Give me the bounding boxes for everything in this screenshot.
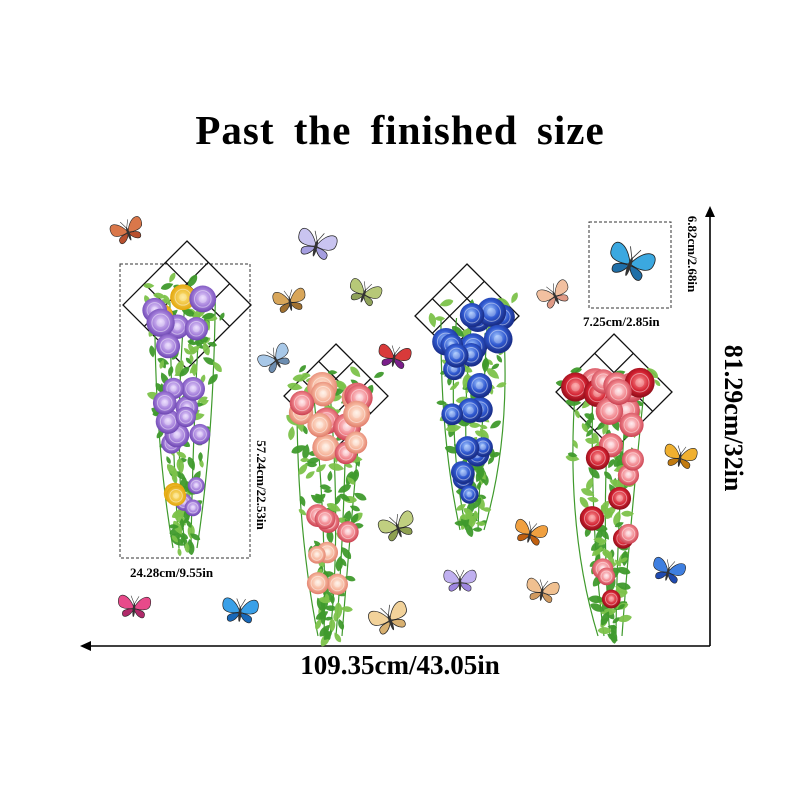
flower-icon xyxy=(326,573,348,595)
overall-height-label: 81.29cm/32in xyxy=(719,344,748,492)
flower-icon xyxy=(460,485,479,504)
flower-icon xyxy=(152,391,177,415)
flower-icon xyxy=(457,398,483,423)
flower-icon xyxy=(306,572,329,595)
dimension-arrows xyxy=(80,206,715,651)
flower-icon xyxy=(444,343,469,368)
flower-icon xyxy=(467,373,493,399)
sticker-dashed-box xyxy=(119,263,251,559)
flower-icon xyxy=(155,409,181,434)
flower-icon xyxy=(344,431,368,454)
butterfly-icon xyxy=(368,600,407,635)
butterfly-icon xyxy=(610,241,656,281)
butterfly-icon xyxy=(298,227,338,260)
flower-icon xyxy=(476,297,507,327)
sticker-height-label: 57.24cm/22.53in xyxy=(254,440,269,530)
flower-icon xyxy=(483,324,513,354)
butterfly-width-label: 7.25cm/2.85in xyxy=(583,314,660,329)
flower-icon xyxy=(618,523,639,545)
butterfly-icon xyxy=(222,597,259,624)
butterfly-icon xyxy=(109,216,142,245)
flower-icon xyxy=(146,308,175,337)
butterfly-height-label: 6.82cm/2.68in xyxy=(685,215,700,293)
butterfly-icon xyxy=(536,279,569,309)
flower-icon xyxy=(187,477,205,495)
page-title: Past the finished size xyxy=(195,107,605,153)
flower-icon xyxy=(308,546,326,564)
butterfly-icon xyxy=(350,278,383,307)
flower-icon xyxy=(455,436,480,460)
flower-icon xyxy=(189,285,217,313)
flower-icon xyxy=(312,434,340,462)
flower-icon xyxy=(441,403,464,426)
flower-icon xyxy=(605,378,632,406)
flower-icon xyxy=(314,508,336,530)
flower-icon xyxy=(189,423,211,445)
butterfly-dashed-box xyxy=(588,221,672,309)
flower-icon xyxy=(307,412,332,438)
red-rose-vine-icon xyxy=(555,367,661,644)
butterfly-icon xyxy=(664,443,698,469)
flower-icon xyxy=(165,485,187,506)
flower-icon xyxy=(184,499,202,517)
flower-icon xyxy=(561,372,591,402)
flower-icon xyxy=(608,486,632,510)
flower-icon xyxy=(337,521,359,543)
flower-icon xyxy=(585,445,610,470)
flower-icon xyxy=(175,406,196,428)
flower-icon xyxy=(624,367,655,398)
butterfly-icon xyxy=(526,577,560,603)
butterfly-icon xyxy=(378,510,414,542)
sticker-width-label: 24.28cm/9.55in xyxy=(130,565,214,580)
butterfly-icon xyxy=(653,556,686,584)
butterfly-icon xyxy=(443,569,477,592)
butterfly-icon xyxy=(378,343,412,369)
peach-rose-vine-icon xyxy=(286,365,384,647)
flower-icon xyxy=(459,303,485,328)
blue-rose-vine-icon xyxy=(428,292,518,538)
butterfly-icon xyxy=(118,594,152,619)
butterfly-icon xyxy=(257,342,290,373)
flower-vines xyxy=(142,272,661,647)
flower-icon xyxy=(579,506,605,531)
butterflies xyxy=(109,216,698,635)
flower-icon xyxy=(621,448,644,471)
flower-icon xyxy=(310,381,336,407)
flower-icon xyxy=(597,567,616,586)
butterfly-icon xyxy=(272,287,306,313)
flower-icon xyxy=(289,390,315,416)
flower-icon xyxy=(343,400,370,428)
flower-icon xyxy=(184,317,209,341)
purple-hydrangea-vine-icon xyxy=(142,272,225,557)
flower-icon xyxy=(601,589,621,609)
flower-icon xyxy=(181,377,206,401)
flower-icon xyxy=(155,334,181,359)
overall-width-label: 109.35cm/43.05in xyxy=(300,650,500,680)
flower-icon xyxy=(452,461,475,485)
flower-icon xyxy=(619,412,644,438)
butterfly-icon xyxy=(515,518,548,546)
flower-icon xyxy=(170,284,196,311)
